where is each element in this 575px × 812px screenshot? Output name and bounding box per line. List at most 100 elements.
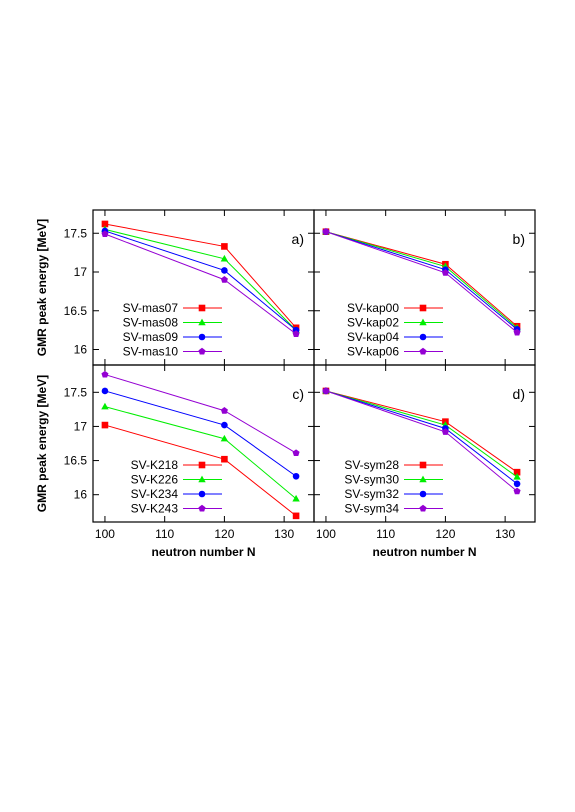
- data-point: [221, 455, 228, 463]
- legend-label: SV-mas07: [123, 301, 179, 315]
- series-SV-K226: [101, 402, 300, 502]
- legend-marker: [198, 490, 206, 498]
- series-SV-K243: [101, 370, 300, 457]
- panel-1: 16 16.5 17 17.5 GMR peak energy [MeV] a) SV-ma…: [35, 209, 315, 366]
- legend-marker: [419, 318, 427, 326]
- legend-marker: [419, 490, 427, 498]
- data-point: [441, 428, 449, 435]
- legend-label: SV-sym28: [344, 458, 399, 472]
- y-tick-label: 17.5: [64, 226, 88, 240]
- y-tick-label: 16: [74, 488, 88, 502]
- data-point: [221, 267, 228, 274]
- legend-label: SV-K234: [131, 487, 179, 501]
- legend-marker: [419, 304, 427, 312]
- legend-marker: [198, 333, 206, 341]
- data-point: [220, 434, 229, 442]
- legend-marker: [419, 475, 427, 483]
- y-tick-label: 17: [74, 265, 88, 279]
- data-point: [292, 512, 300, 520]
- legend-label: SV-kap00: [347, 301, 399, 315]
- y-tick-label: 16.5: [64, 454, 88, 468]
- data-point: [513, 487, 521, 495]
- y-tick-label: 17: [74, 419, 88, 433]
- legend-label: SV-sym30: [344, 473, 399, 487]
- x-tick-label: 110: [155, 527, 174, 541]
- data-point: [513, 328, 521, 336]
- legend-marker: [419, 333, 427, 341]
- legend-label: SV-mas09: [123, 330, 179, 344]
- x-tick-label: 130: [274, 527, 294, 541]
- legend-label: SV-mas10: [123, 345, 179, 359]
- legend-marker: [198, 347, 206, 355]
- panel-label: c): [292, 386, 304, 402]
- legend-label: SV-K226: [131, 473, 179, 487]
- panel-label: b): [513, 231, 525, 247]
- data-point: [220, 407, 228, 414]
- legend-marker: [198, 461, 206, 469]
- panels: 16 16.5 17 17.5 GMR peak energy [MeV] a) SV-ma…: [35, 209, 536, 559]
- data-point: [101, 220, 109, 228]
- legend-marker: [419, 461, 427, 469]
- panel-label: a): [292, 231, 304, 247]
- y-tick-label: 16: [74, 343, 88, 357]
- legend-label: SV-kap06: [347, 345, 399, 359]
- x-tick-label: 120: [435, 527, 455, 541]
- legend-label: SV-kap02: [347, 316, 399, 330]
- x-tick-label: 110: [376, 527, 395, 541]
- legend-label: SV-mas08: [123, 316, 179, 330]
- data-point: [101, 387, 109, 395]
- data-point: [220, 276, 228, 283]
- legend-marker: [419, 347, 427, 355]
- data-point: [221, 243, 228, 250]
- legend-label: SV-sym34: [344, 502, 399, 516]
- data-point: [322, 387, 330, 394]
- y-tick-label: 17.5: [64, 385, 88, 399]
- data-point: [292, 472, 300, 480]
- x-axis-title: neutron number N: [152, 545, 256, 559]
- y-tick-label: 16.5: [64, 304, 88, 318]
- legend-marker: [198, 475, 206, 483]
- series-SV-mas10: [101, 230, 300, 337]
- legend-marker: [419, 504, 427, 512]
- x-tick-label: 100: [95, 527, 115, 541]
- data-point: [322, 228, 330, 235]
- x-tick-label: 100: [316, 527, 336, 541]
- data-point: [513, 480, 521, 488]
- x-axis-title: neutron number N: [373, 545, 477, 559]
- legend-label: SV-K218: [131, 458, 179, 472]
- series-SV-kap06: [322, 228, 521, 336]
- data-point: [101, 421, 109, 429]
- legend-label: SV-kap04: [347, 330, 399, 344]
- data-point: [220, 254, 229, 262]
- data-point: [441, 269, 449, 276]
- x-tick-label: 130: [495, 527, 515, 541]
- panel-label: d): [513, 386, 525, 402]
- series-SV-K234: [101, 387, 300, 480]
- data-point: [292, 449, 300, 457]
- data-point: [292, 330, 300, 337]
- data-point: [221, 421, 228, 429]
- y-axis-title: GMR peak energy [MeV]: [35, 375, 49, 512]
- legend-label: SV-K243: [131, 502, 179, 516]
- data-point: [101, 370, 109, 378]
- data-point: [292, 494, 300, 502]
- plot-frame: [313, 364, 536, 523]
- legend-label: SV-sym32: [344, 487, 399, 501]
- legend-marker: [198, 318, 206, 326]
- data-point: [101, 402, 109, 410]
- x-tick-label: 120: [214, 527, 234, 541]
- y-axis-title: GMR peak energy [MeV]: [35, 219, 49, 356]
- series-SV-sym34: [322, 387, 521, 495]
- legend-marker: [198, 304, 206, 312]
- legend-marker: [198, 504, 206, 512]
- series-SV-K218: [101, 421, 300, 520]
- data-point: [101, 230, 109, 238]
- data-point: [513, 468, 521, 476]
